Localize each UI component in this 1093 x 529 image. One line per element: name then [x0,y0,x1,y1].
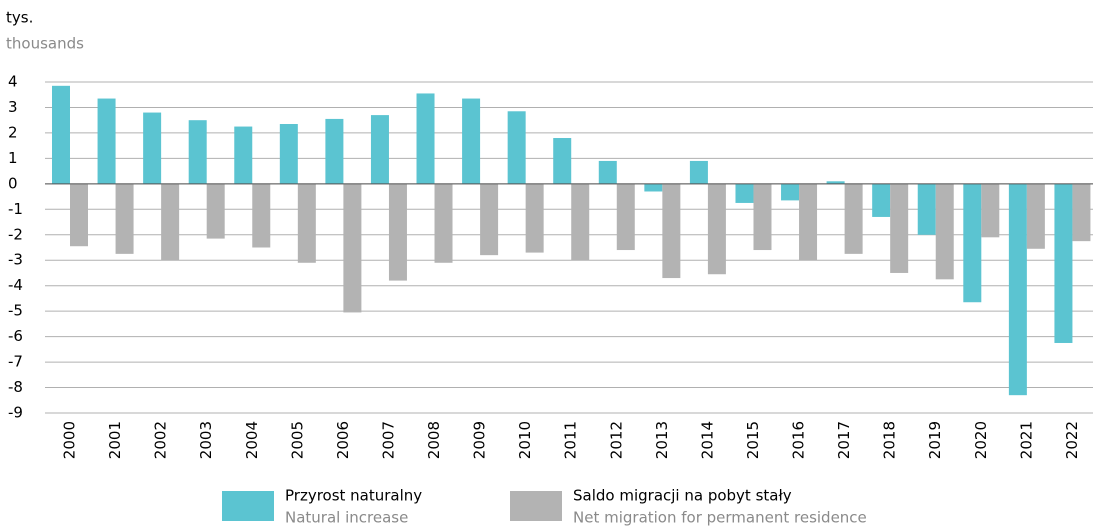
x-tick-label: 2014 [698,421,716,459]
bar [781,183,800,201]
x-tick-label: 2022 [1063,421,1081,459]
bar [571,183,590,261]
bar [525,183,544,253]
bar [735,183,754,203]
x-tick-label: 2008 [425,421,443,459]
bar [343,183,362,313]
bar [370,115,389,184]
bar [143,112,162,184]
bar [97,98,116,184]
bar [1026,183,1045,249]
bar [507,111,526,184]
bar [890,183,909,273]
bar [279,124,298,184]
bar [325,118,344,184]
y-tick-label: -9 [8,404,23,422]
x-tick-label: 2007 [379,421,397,459]
bar [297,183,316,263]
bar [161,183,180,261]
x-tick-label: 2011 [562,421,580,459]
y-tick-label: -5 [8,302,23,320]
y-tick-label: 4 [8,73,18,91]
bar [234,126,253,184]
bar [598,160,617,184]
bar [799,183,818,261]
legend-label: Przyrost naturalny [285,487,422,505]
bar [753,183,772,251]
bar [935,183,954,280]
y-tick-label: -6 [8,327,23,345]
x-tick-label: 2003 [197,421,215,459]
bar [462,98,481,184]
bar [1072,183,1091,242]
bar [644,183,663,192]
bar [206,183,225,239]
legend-swatch [510,491,562,521]
y-tick-label: 2 [8,123,18,141]
bar [872,183,891,217]
y-tick-label: -7 [8,353,23,371]
y-tick-label: -3 [8,251,23,269]
bar [115,183,134,254]
x-tick-label: 2019 [926,421,944,459]
bar [662,183,681,279]
bar [981,183,1000,238]
legend-label: Saldo migracji na pobyt stały [573,487,792,505]
x-tick-label: 2009 [471,421,489,459]
bar [844,183,863,254]
x-tick-label: 2020 [972,421,990,459]
x-tick-label: 2010 [516,421,534,459]
x-tick-label: 2012 [607,421,625,459]
y-tick-label: 3 [8,98,18,116]
y-axis-label: tys. [6,9,33,27]
x-tick-label: 2021 [1017,421,1035,459]
y-tick-label: -4 [8,276,23,294]
bar [416,93,435,184]
bar [188,120,207,184]
legend-swatch [222,491,274,521]
bar [616,183,635,251]
x-tick-label: 2001 [106,421,124,459]
y-tick-label: 0 [8,174,18,192]
y-tick-label: -8 [8,378,23,396]
y-tick-label: -2 [8,225,23,243]
x-tick-label: 2000 [61,421,79,459]
x-tick-label: 2002 [152,421,170,459]
bar [963,183,982,303]
y-tick-label: 1 [8,149,18,167]
bar [707,183,726,275]
x-tick-label: 2013 [653,421,671,459]
x-tick-label: 2017 [835,421,853,459]
bar [70,183,88,247]
bar [480,183,499,256]
legend-label-en: Net migration for permanent residence [573,509,867,527]
x-tick-label: 2018 [881,421,899,459]
bar [917,183,936,235]
legend-label-en: Natural increase [285,509,408,527]
bar [388,183,407,281]
x-tick-label: 2004 [243,421,261,459]
bar [1008,183,1027,396]
bar [1054,183,1073,343]
x-tick-label: 2016 [790,421,808,459]
x-tick-label: 2005 [288,421,306,459]
y-tick-label: -1 [8,200,23,218]
y-axis-label-en: thousands [6,35,84,53]
bar [553,138,572,184]
bar [52,85,70,184]
x-tick-label: 2006 [334,421,352,459]
x-tick-label: 2015 [744,421,762,459]
bar [434,183,453,263]
bar [252,183,271,248]
bar [689,160,708,184]
bar [826,181,845,184]
